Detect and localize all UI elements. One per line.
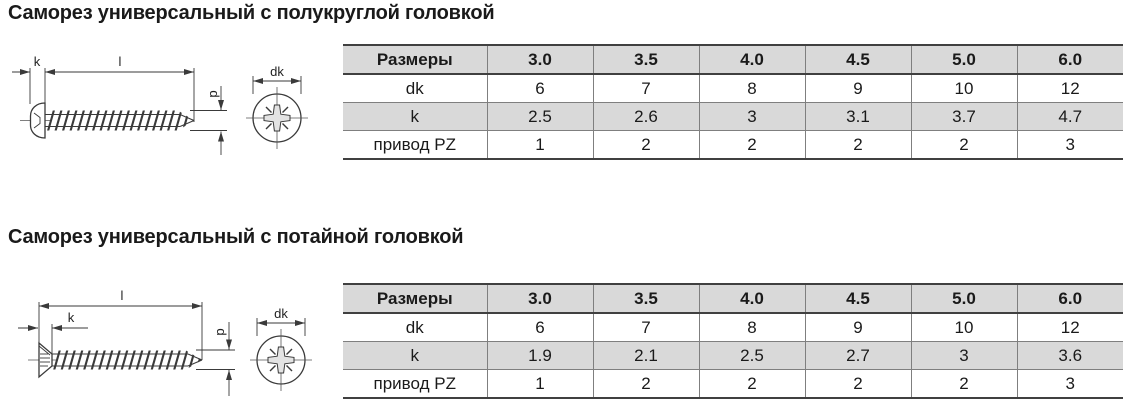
- value-cell: 7: [592, 74, 700, 103]
- value-cell: 10: [910, 313, 1018, 342]
- value-cell: 12: [1016, 74, 1123, 103]
- table-row: привод PZ 1 2 2 2 2 3: [343, 130, 1123, 159]
- row-label: dk: [343, 74, 488, 103]
- value-cell: 3: [1016, 130, 1123, 159]
- section-title-countersunk: Саморез универсальный с потайной головко…: [8, 226, 464, 248]
- dim-label-k: k: [34, 54, 41, 69]
- value-cell: 3: [698, 102, 806, 131]
- value-cell: 8: [698, 74, 806, 103]
- value-cell: 12: [1016, 313, 1123, 342]
- pan-head-screw-drawing: k l d dk: [12, 54, 308, 155]
- size-table-pan-head: Размеры 3.0 3.5 4.0 4.5 5.0 6.0 dk 6 7 8 9 10 12 k 2.5…: [343, 44, 1123, 160]
- countersunk-screw-drawing: l k d: [18, 288, 312, 396]
- dim-label-l: l: [121, 288, 124, 303]
- value-cell: 1.9: [486, 341, 594, 370]
- value-cell: 3.7: [910, 102, 1018, 131]
- value-cell: 3: [910, 341, 1018, 370]
- value-cell: 2.1: [592, 341, 700, 370]
- value-cell: 2: [804, 130, 912, 159]
- pozidriv-recess-icon: [263, 104, 291, 132]
- screw-head-side: [29, 102, 46, 139]
- dim-label-d: d: [207, 90, 222, 97]
- row-label: привод PZ: [343, 130, 488, 159]
- size-column-header: 3.0: [486, 284, 594, 314]
- value-cell: 9: [804, 74, 912, 103]
- row-label: k: [343, 341, 488, 370]
- size-column-header: 6.0: [1016, 284, 1123, 314]
- value-cell: 1: [486, 369, 594, 398]
- value-cell: 1: [486, 130, 594, 159]
- value-cell: 2: [698, 369, 806, 398]
- dim-label-d: d: [214, 328, 229, 335]
- size-column-header: 3.5: [592, 45, 700, 75]
- size-table-countersunk: Размеры 3.0 3.5 4.0 4.5 5.0 6.0 dk 6 7 8 9 10 12 k 1.9…: [343, 283, 1123, 399]
- dim-label-k: k: [68, 310, 75, 325]
- size-column-header: 5.0: [910, 284, 1018, 314]
- value-cell: 2: [804, 369, 912, 398]
- value-cell: 9: [804, 313, 912, 342]
- table-row: dk 6 7 8 9 10 12: [343, 313, 1123, 342]
- sizes-corner-header: Размеры: [343, 284, 488, 314]
- size-column-header: 4.0: [698, 284, 806, 314]
- value-cell: 2.5: [486, 102, 594, 131]
- pozidriv-recess-icon: [267, 346, 295, 374]
- table-row: k 2.5 2.6 3 3.1 3.7 4.7: [343, 102, 1123, 131]
- value-cell: 10: [910, 74, 1018, 103]
- value-cell: 2: [910, 130, 1018, 159]
- value-cell: 2: [592, 130, 700, 159]
- size-column-header: 3.5: [592, 284, 700, 314]
- size-column-header: 4.5: [804, 45, 912, 75]
- value-cell: 2: [698, 130, 806, 159]
- row-label: привод PZ: [343, 369, 488, 398]
- row-label: dk: [343, 313, 488, 342]
- table-row: привод PZ 1 2 2 2 2 3: [343, 369, 1123, 398]
- dim-label-dk: dk: [270, 64, 284, 79]
- table-header-row: Размеры 3.0 3.5 4.0 4.5 5.0 6.0: [343, 45, 1123, 75]
- value-cell: 6: [486, 74, 594, 103]
- row-label: k: [343, 102, 488, 131]
- value-cell: 2.5: [698, 341, 806, 370]
- value-cell: 2.7: [804, 341, 912, 370]
- value-cell: 3.6: [1016, 341, 1123, 370]
- value-cell: 6: [486, 313, 594, 342]
- size-column-header: 6.0: [1016, 45, 1123, 75]
- section-title-pan-head: Саморез универсальный с полукруглой голо…: [8, 2, 495, 24]
- value-cell: 2: [910, 369, 1018, 398]
- value-cell: 8: [698, 313, 806, 342]
- size-column-header: 4.0: [698, 45, 806, 75]
- table-row: dk 6 7 8 9 10 12: [343, 74, 1123, 103]
- value-cell: 3.1: [804, 102, 912, 131]
- value-cell: 4.7: [1016, 102, 1123, 131]
- dim-label-dk: dk: [274, 306, 288, 321]
- value-cell: 2.6: [592, 102, 700, 131]
- value-cell: 2: [592, 369, 700, 398]
- value-cell: 3: [1016, 369, 1123, 398]
- table-row: k 1.9 2.1 2.5 2.7 3 3.6: [343, 341, 1123, 370]
- size-column-header: 4.5: [804, 284, 912, 314]
- size-column-header: 5.0: [910, 45, 1018, 75]
- size-column-header: 3.0: [486, 45, 594, 75]
- sizes-corner-header: Размеры: [343, 45, 488, 75]
- table-header-row: Размеры 3.0 3.5 4.0 4.5 5.0 6.0: [343, 284, 1123, 314]
- value-cell: 7: [592, 313, 700, 342]
- dim-label-l: l: [119, 54, 122, 69]
